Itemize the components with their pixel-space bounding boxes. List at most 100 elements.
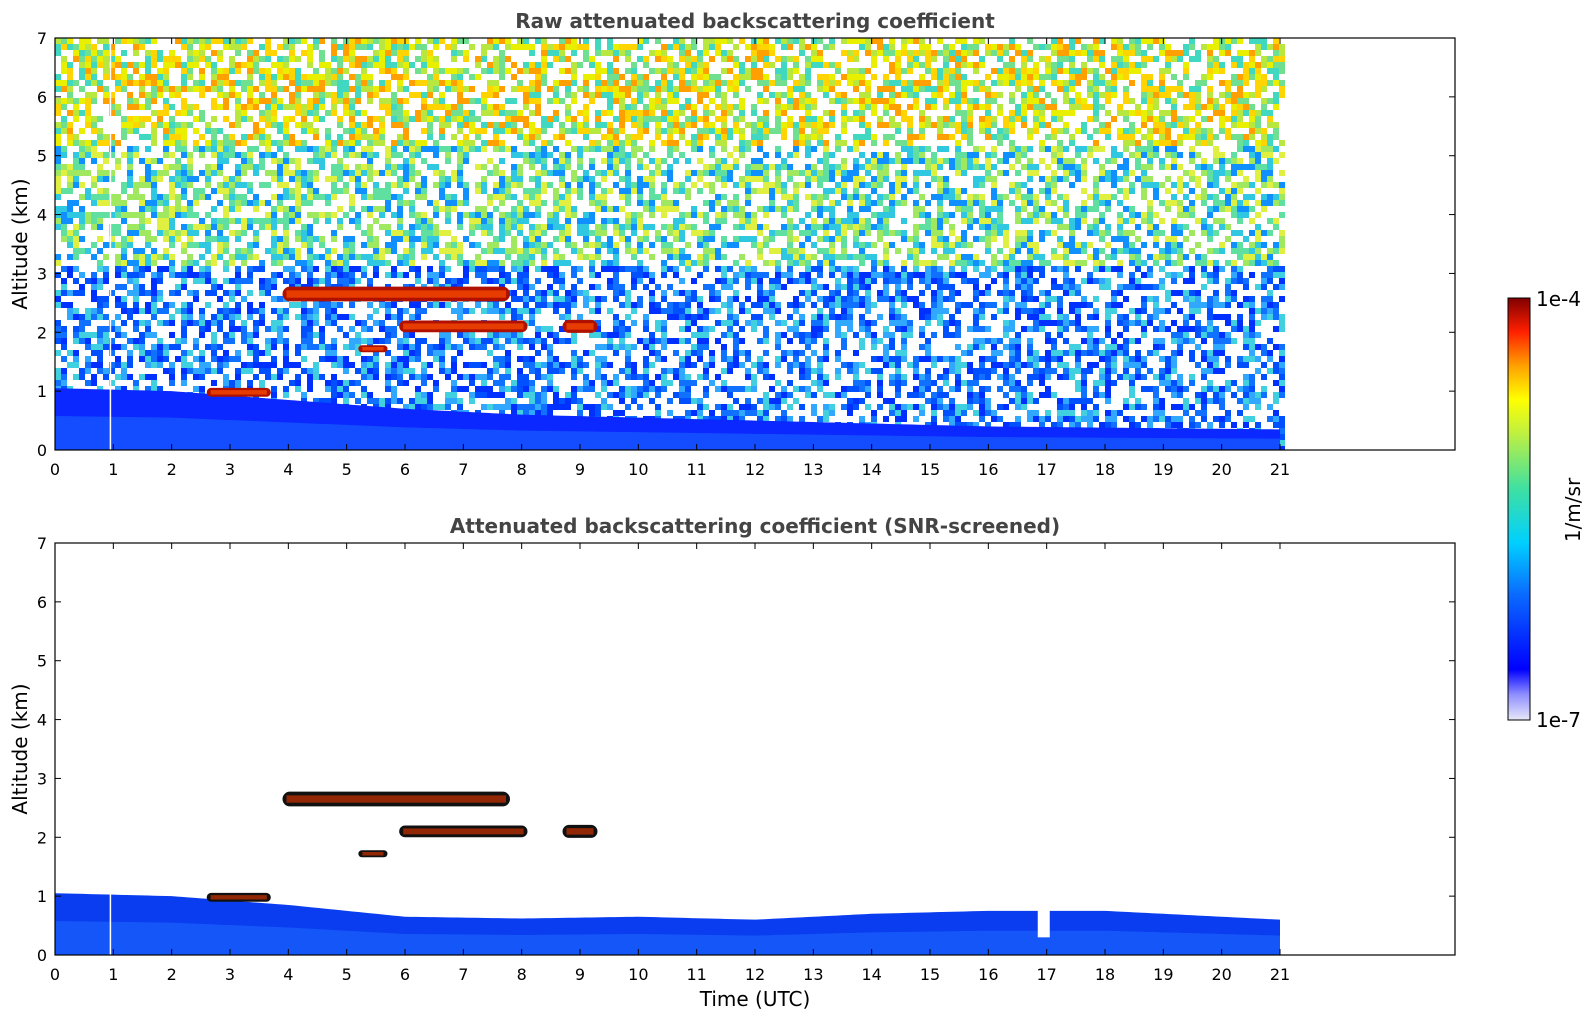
heatmap-cell [643,74,649,80]
heatmap-cell [361,188,367,194]
heatmap-cell [523,158,529,164]
heatmap-cell [1135,68,1141,74]
heatmap-cell [511,266,517,272]
heatmap-cell [361,74,367,80]
heatmap-cell [1057,50,1063,56]
heatmap-cell [307,188,313,194]
heatmap-cell [577,182,583,188]
heatmap-cell [1123,50,1129,56]
heatmap-cell [403,74,409,80]
heatmap-cell [817,224,823,230]
heatmap-cell [343,236,349,242]
heatmap-cell [1135,176,1141,182]
heatmap-cell [1117,68,1123,74]
heatmap-cell [253,122,259,128]
heatmap-cell [1279,170,1285,176]
heatmap-cell [589,194,595,200]
heatmap-cell [1261,164,1267,170]
heatmap-cell [853,212,859,218]
heatmap-cell [877,170,883,176]
heatmap-cell [859,164,865,170]
heatmap-cell [469,212,475,218]
heatmap-cell [649,140,655,146]
heatmap-cell [847,212,853,218]
heatmap-cell [511,62,517,68]
heatmap-cell [1225,86,1231,92]
heatmap-cell [589,92,595,98]
heatmap-cell [985,74,991,80]
heatmap-cell [1015,188,1021,194]
heatmap-cell [853,224,859,230]
heatmap-cell [613,242,619,248]
heatmap-cell [469,122,475,128]
heatmap-cell [979,86,985,92]
heatmap-cell [1177,80,1183,86]
heatmap-cell [313,152,319,158]
heatmap-cell [379,254,385,260]
heatmap-cell [259,68,265,74]
heatmap-cell [259,74,265,80]
heatmap-cell [853,140,859,146]
heatmap-cell [583,230,589,236]
heatmap-cell [1249,116,1255,122]
heatmap-cell [355,182,361,188]
heatmap-cell [187,62,193,68]
heatmap-cell [967,122,973,128]
heatmap-cell [1255,158,1261,164]
heatmap-cell [535,248,541,254]
heatmap-cell [787,206,793,212]
heatmap-cell [547,152,553,158]
heatmap-cell [667,86,673,92]
heatmap-cell [679,134,685,140]
heatmap-cell [547,50,553,56]
heatmap-cell [259,224,265,230]
heatmap-cell [1027,218,1033,224]
heatmap-cell [637,224,643,230]
heatmap-cell [757,68,763,74]
heatmap-cell [1135,164,1141,170]
heatmap-cell [139,62,145,68]
heatmap-cell [1153,122,1159,128]
heatmap-cell [1183,62,1189,68]
heatmap-cell [61,38,67,44]
heatmap-cell [61,44,67,50]
heatmap-cell [1075,212,1081,218]
heatmap-cell [157,80,163,86]
heatmap-cell [1063,92,1069,98]
heatmap-cell [709,98,715,104]
heatmap-cell [619,194,625,200]
heatmap-cell [1093,230,1099,236]
heatmap-cell [739,182,745,188]
heatmap-cell [1009,146,1015,152]
heatmap-cell [1123,242,1129,248]
heatmap-cell [1237,242,1243,248]
heatmap-cell [1087,146,1093,152]
heatmap-cell [385,170,391,176]
heatmap-cell [265,152,271,158]
heatmap-cell [415,218,421,224]
heatmap-cell [241,230,247,236]
heatmap-cell [109,104,115,110]
heatmap-cell [973,152,979,158]
heatmap-cell [703,50,709,56]
heatmap-cell [799,116,805,122]
heatmap-cell [1243,80,1249,86]
heatmap-cell [547,182,553,188]
heatmap-cell [1129,50,1135,56]
heatmap-cell [823,194,829,200]
heatmap-cell [1075,146,1081,152]
heatmap-cell [1261,152,1267,158]
heatmap-cell [1033,164,1039,170]
heatmap-cell [997,224,1003,230]
heatmap-cell [775,266,781,272]
heatmap-cell [1213,152,1219,158]
heatmap-cell [385,146,391,152]
heatmap-cell [1159,140,1165,146]
heatmap-cell [1249,110,1255,116]
heatmap-cell [1219,92,1225,98]
heatmap-cell [1081,176,1087,182]
heatmap-cell [325,260,331,266]
heatmap-cell [1075,176,1081,182]
heatmap-cell [187,266,193,272]
